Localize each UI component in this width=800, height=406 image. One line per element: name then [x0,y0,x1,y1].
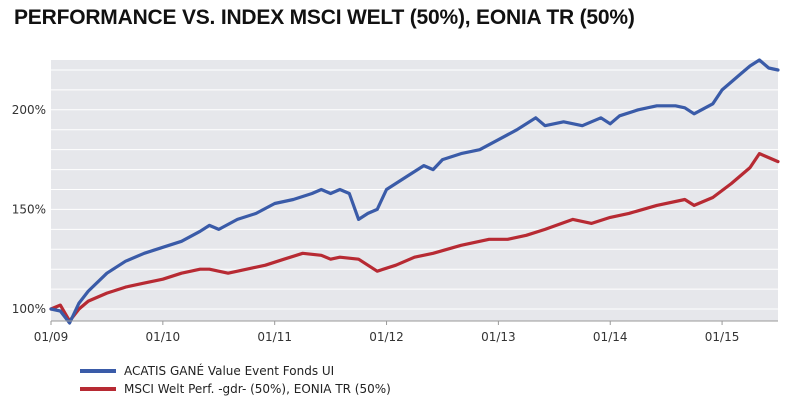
legend: ACATIS GANÉ Value Event Fonds UI MSCI We… [80,362,391,398]
x-axis-ticks: 01/09 01/10 01/11 01/12 01/13 01/14 01/15 [34,321,740,344]
y-tick-label: 150% [12,202,46,216]
series-line-2 [49,152,780,323]
legend-label-series-1: ACATIS GANÉ Value Event Fonds UI [124,364,335,378]
x-tick-label: 01/13 [481,330,516,344]
series-lines [49,58,780,325]
plot-background [51,60,778,321]
legend-swatch-series-1 [80,369,116,373]
x-tick-label: 01/09 [34,330,69,344]
y-axis-ticks: 100% 150% 200% [12,103,46,316]
x-tick-label: 01/10 [146,330,181,344]
x-tick-label: 01/15 [705,330,740,344]
legend-item-series-1: ACATIS GANÉ Value Event Fonds UI [80,362,391,380]
series-line-1 [49,58,780,325]
chart-title: PERFORMANCE VS. INDEX MSCI WELT (50%), E… [14,6,635,29]
gridlines [51,69,778,310]
x-tick-label: 01/11 [257,330,292,344]
legend-item-series-2: MSCI Welt Perf. -gdr- (50%), EONIA TR (5… [80,380,391,398]
legend-label-series-2: MSCI Welt Perf. -gdr- (50%), EONIA TR (5… [124,382,391,396]
legend-swatch-series-2 [80,387,116,391]
y-tick-label: 200% [12,103,46,117]
x-tick-label: 01/14 [593,330,628,344]
y-tick-label: 100% [12,302,46,316]
x-tick-label: 01/12 [369,330,404,344]
